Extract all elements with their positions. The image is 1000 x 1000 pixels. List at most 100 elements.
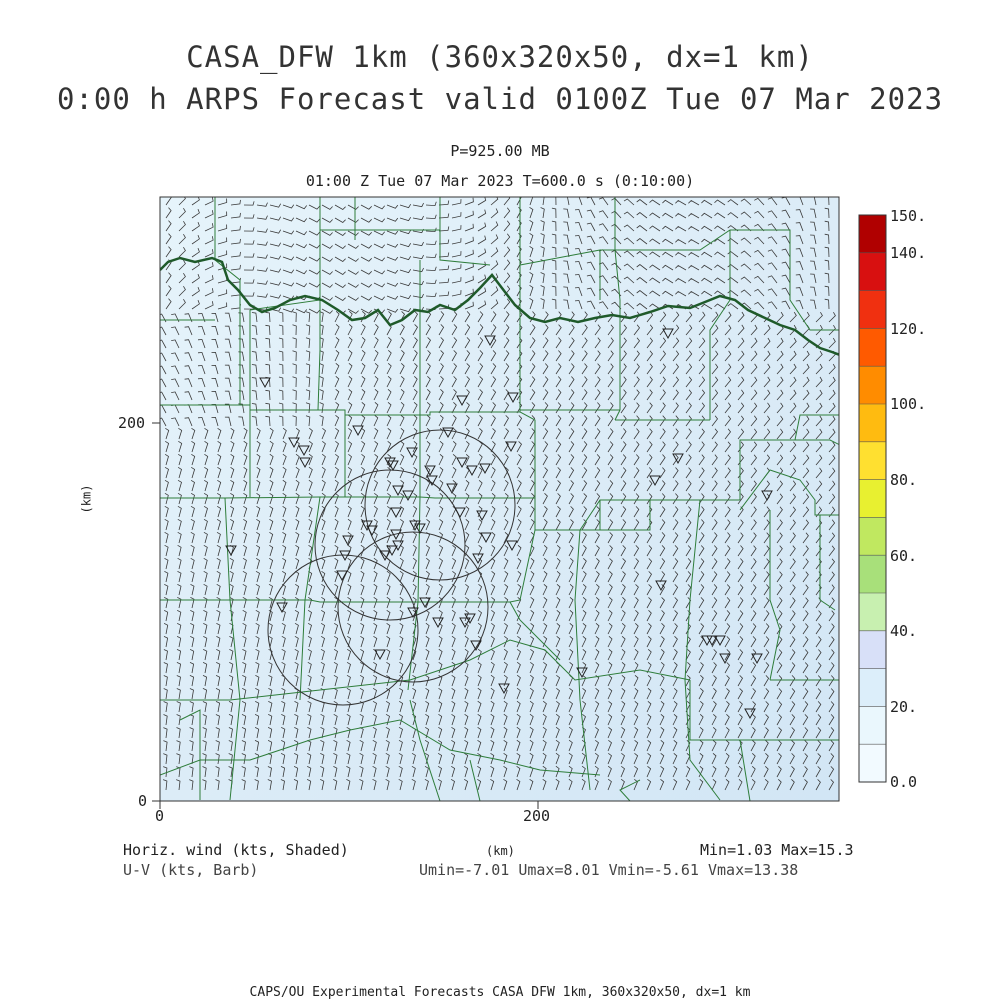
station-marker	[276, 602, 288, 614]
station-marker	[342, 535, 354, 547]
station-marker	[406, 447, 418, 459]
station-marker	[392, 540, 404, 552]
station-marker	[225, 545, 237, 557]
colorbar-swatch	[859, 366, 886, 405]
station-marker	[299, 457, 311, 469]
station-marker	[426, 475, 438, 487]
min-max-readout: Min=1.03 Max=15.3	[700, 841, 854, 859]
colorbar-frame	[858, 214, 887, 783]
colorbar-label: 40.	[890, 622, 918, 640]
radar-range-rings	[267, 429, 516, 706]
station-marker	[374, 649, 386, 661]
station-marker	[706, 635, 718, 647]
station-marker	[655, 580, 667, 592]
colorbar-label: 120.	[890, 320, 927, 338]
station-marker	[259, 377, 271, 389]
station-marker	[424, 465, 436, 477]
colorbar-label: 140.	[890, 244, 927, 262]
uv-stats-readout: Umin=-7.01 Umax=8.01 Vmin=-5.61 Vmax=13.…	[419, 861, 799, 879]
legend-shaded: Horiz. wind (kts, Shaded)	[123, 841, 349, 859]
colorbar-label: 60.	[890, 547, 918, 565]
colorbar-swatch	[859, 517, 886, 556]
colorbar-swatch	[859, 706, 886, 745]
station-marker	[390, 529, 402, 541]
footer-credit: CAPS/OU Experimental Forecasts CASA DFW …	[249, 985, 751, 1000]
station-marker	[379, 550, 391, 562]
station-marker	[472, 553, 484, 565]
station-marker	[454, 507, 466, 519]
station-marker	[672, 453, 684, 465]
station-marker	[751, 653, 763, 665]
station-marker	[761, 490, 773, 502]
station-marker	[662, 328, 674, 340]
map-area	[160, 197, 839, 801]
station-marker	[298, 445, 310, 457]
colorbar-swatch	[859, 290, 886, 329]
station-marker	[456, 457, 468, 469]
axis-ticks	[152, 422, 539, 809]
station-marker	[407, 607, 419, 619]
station-marker	[744, 708, 756, 720]
pressure-level: P=925.00 MB	[450, 142, 550, 160]
state-boundary-river	[160, 256, 839, 356]
station-marker	[470, 640, 482, 652]
station-marker	[432, 617, 444, 629]
station-marker	[505, 441, 517, 453]
colorbar-swatch	[859, 479, 886, 518]
station-marker	[506, 540, 518, 552]
station-marker	[459, 617, 471, 629]
station-marker	[336, 570, 348, 582]
station-marker	[498, 683, 510, 695]
colorbar-label: 80.	[890, 471, 918, 489]
map-frame	[159, 196, 840, 802]
colorbar-swatch	[859, 668, 886, 707]
colorbar-swatch	[859, 744, 886, 783]
valid-time: 01:00 Z Tue 07 Mar 2023 T=600.0 s (0:10:…	[305, 172, 695, 190]
station-marker	[366, 525, 378, 537]
y-tick-200: 200	[118, 414, 146, 432]
colorbar-swatch	[859, 630, 886, 670]
station-marker	[390, 507, 402, 519]
station-marker	[719, 653, 731, 665]
wind-barbs	[160, 197, 836, 791]
colorbar-label: 100.	[890, 395, 927, 413]
station-marker	[288, 437, 300, 449]
station-marker	[476, 510, 488, 522]
x-tick-200: 200	[523, 807, 551, 825]
station-marker	[442, 427, 454, 439]
station-marker	[419, 597, 431, 609]
station-marker	[384, 457, 396, 469]
county-boundaries	[160, 197, 839, 801]
station-marker	[339, 550, 351, 562]
station-marker	[352, 425, 364, 437]
colorbar-label: 0.0	[890, 773, 918, 791]
station-marker	[576, 667, 588, 679]
station-marker	[414, 523, 426, 535]
colorbar-swatch	[859, 555, 886, 594]
y-tick-0: 0	[138, 792, 148, 810]
plot-title-line2: 0:00 h ARPS Forecast valid 0100Z Tue 07 …	[56, 82, 944, 116]
station-marker	[480, 532, 492, 544]
station-marker	[446, 483, 458, 495]
colorbar-swatch	[859, 252, 886, 292]
x-tick-0: 0	[155, 807, 165, 825]
colorbar-swatch	[859, 328, 886, 367]
colorbar-label: 20.	[890, 698, 918, 716]
wind-barb-field	[160, 197, 836, 791]
station-marker	[484, 335, 496, 347]
station-marker	[387, 460, 399, 472]
station-marker	[392, 485, 404, 497]
colorbar-swatch	[859, 593, 886, 632]
x-axis-label: (km)	[486, 844, 515, 858]
colorbar-swatch	[859, 404, 886, 443]
station-marker	[714, 635, 726, 647]
colorbar	[858, 214, 887, 783]
station-marker	[479, 463, 491, 475]
colorbar-swatch	[859, 441, 886, 481]
station-marker	[466, 465, 478, 477]
station-marker	[464, 613, 476, 625]
colorbar-label: 150.	[890, 207, 927, 225]
colorbar-swatch	[859, 215, 886, 254]
station-marker	[409, 520, 421, 532]
